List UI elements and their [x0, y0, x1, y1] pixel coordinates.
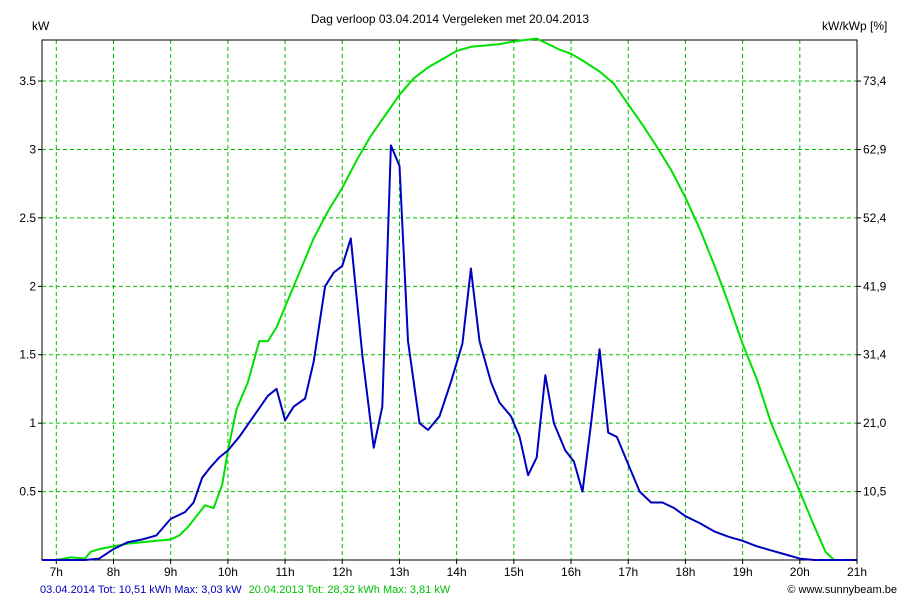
copyright-text: © www.sunnybeam.be	[787, 584, 897, 596]
y-tick-label-right-31,4: 31,4	[863, 348, 887, 362]
series-line-1	[42, 144, 857, 561]
y-tick-label-left-3.5: 3.5	[19, 74, 36, 88]
x-tick-label-16h: 16h	[561, 565, 581, 579]
y-tick-label-right-62,9: 62,9	[863, 142, 887, 156]
y-tick-label-left-0.5: 0.5	[19, 485, 36, 499]
y-tick-label-left-1.5: 1.5	[19, 348, 36, 362]
x-tick-label-12h: 12h	[332, 565, 352, 579]
grid-lines	[42, 40, 858, 560]
y-tick-label-right-73,4: 73,4	[863, 74, 887, 88]
x-tick-label-21h: 21h	[847, 565, 867, 579]
x-tick-label-8h: 8h	[107, 565, 120, 579]
x-tick-label-15h: 15h	[504, 565, 524, 579]
x-tick-label-20h: 20h	[790, 565, 810, 579]
x-tick-label-11h: 11h	[275, 565, 294, 579]
chart-title: Dag verloop 03.04.2014 Vergeleken met 20…	[311, 12, 590, 26]
series-line-0	[42, 37, 857, 561]
x-tick-label-9h: 9h	[164, 565, 177, 579]
x-tick-label-17h: 17h	[618, 565, 638, 579]
left-axis-label: kW	[32, 19, 50, 33]
right-axis-label: kW/kWp [%]	[822, 19, 887, 33]
series-green-summary: 20.04.2013 Tot: 28,32 kWh Max: 3,81 kW	[249, 584, 451, 596]
y-tick-label-left-3: 3	[29, 142, 36, 156]
series-lines	[42, 37, 857, 561]
x-tick-label-19h: 19h	[733, 565, 753, 579]
y-tick-label-right-10,5: 10,5	[863, 485, 887, 499]
x-tick-label-10h: 10h	[218, 565, 238, 579]
y-tick-label-right-41,9: 41,9	[863, 279, 887, 293]
axis-ticks: 7h 8h 9h 10h 11h 12h 13h 14h 15h 16h 17h 18h 19h 20h 2…	[19, 74, 886, 579]
plot-frame	[41, 39, 858, 561]
y-tick-label-right-21,0: 21,0	[863, 416, 887, 430]
x-tick-label-14h: 14h	[447, 565, 467, 579]
y-tick-label-left-1: 1	[29, 416, 36, 430]
footer-summary: 03.04.2014 Tot: 10,51 kWh Max: 3,03 kW 2…	[40, 584, 451, 596]
y-tick-label-right-52,4: 52,4	[863, 211, 887, 225]
series-blue-summary: 03.04.2014 Tot: 10,51 kWh Max: 3,03 kW	[40, 584, 242, 596]
x-tick-label-13h: 13h	[389, 565, 409, 579]
y-tick-label-left-2: 2	[29, 279, 36, 293]
x-tick-label-18h: 18h	[675, 565, 695, 579]
x-tick-label-7h: 7h	[50, 565, 63, 579]
y-tick-label-left-2.5: 2.5	[19, 211, 36, 225]
